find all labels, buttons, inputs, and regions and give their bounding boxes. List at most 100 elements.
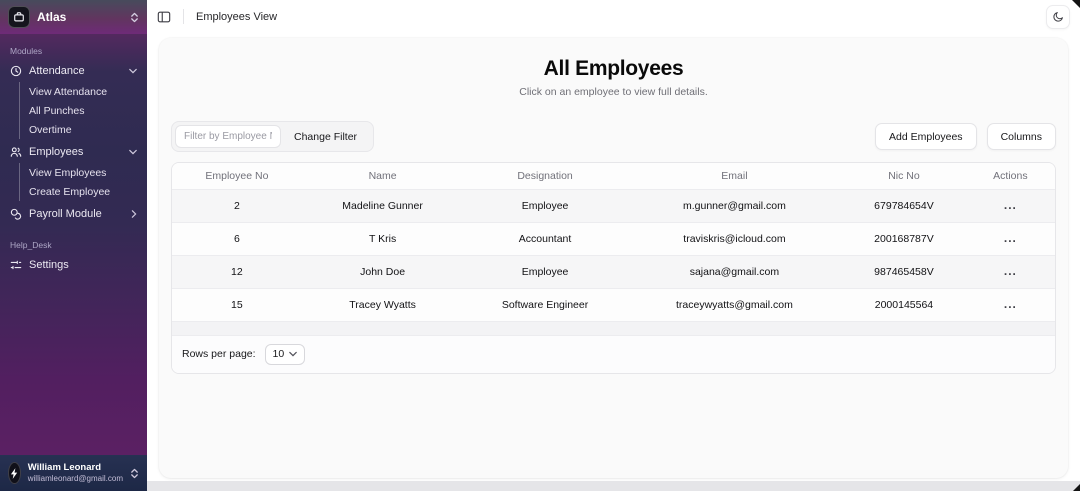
sidebar: Atlas Modules Attendance [0, 0, 147, 491]
sidebar-item-all-punches[interactable]: All Punches [29, 104, 85, 117]
table-row[interactable]: 12 John Doe Employee sajana@gmail.com 98… [172, 255, 1055, 289]
content: All Employees Click on an employee to vi… [147, 33, 1080, 481]
sidebar-item-view-attendance[interactable]: View Attendance [29, 85, 108, 98]
row-actions-button[interactable]: ... [1003, 264, 1017, 278]
sidebar-section-modules: Modules [10, 46, 43, 56]
row-actions-button[interactable]: ... [1003, 297, 1017, 311]
sidebar-item-view-employees[interactable]: View Employees [29, 166, 107, 179]
sidebar-item-settings[interactable]: Settings [0, 255, 147, 275]
user-meta: William Leonard williamleonard@gmail.com [27, 461, 123, 483]
page-subtitle: Click on an employee to view full detail… [519, 86, 708, 98]
cell-email: m.gunner@gmail.com [626, 189, 843, 223]
sidebar-item-create-employee[interactable]: Create Employee [29, 185, 111, 198]
moon-icon [1052, 11, 1064, 22]
col-header-email: Email [626, 163, 843, 190]
sidebar-user-menu[interactable]: William Leonard williamleonard@gmail.com [0, 455, 147, 491]
clock-icon [10, 65, 22, 77]
bottom-strip [147, 481, 1080, 491]
table-footer-strip [172, 321, 1055, 336]
toolbar: Change Filter Add Employees Columns [171, 121, 1056, 152]
page-title: All Employees [543, 57, 684, 80]
employees-card: All Employees Click on an employee to vi… [159, 38, 1068, 478]
sidebar-item-label: Attendance [29, 65, 85, 77]
sidebar-header[interactable]: Atlas [0, 0, 147, 34]
sidebar-item-label: Employees [29, 146, 84, 158]
col-header-employee-no: Employee No [172, 163, 302, 190]
chevrons-up-down-icon [130, 12, 139, 23]
change-filter-button[interactable]: Change Filter [281, 125, 370, 148]
user-email: williamleonard@gmail.com [27, 473, 123, 483]
cell-employee-no: 6 [172, 222, 302, 256]
atlas-logo-icon [8, 6, 30, 28]
theme-toggle-button[interactable] [1046, 4, 1070, 29]
cell-nic-no: 679784654V [842, 189, 966, 223]
sidebar-item-payroll-module[interactable]: Payroll Module [0, 204, 147, 224]
sidebar-item-attendance[interactable]: Attendance [0, 61, 147, 81]
cell-employee-no: 12 [172, 255, 302, 289]
cell-nic-no: 987465458V [842, 255, 966, 289]
cell-designation: Software Engineer [463, 288, 627, 322]
chevron-down-icon [129, 68, 137, 74]
main-area: Employees View All Employees Click on an… [147, 0, 1080, 491]
cell-employee-no: 15 [172, 288, 302, 322]
rows-per-page-label: Rows per page: [182, 348, 256, 360]
breadcrumb: Employees View [196, 10, 278, 23]
row-actions-button[interactable]: ... [1003, 231, 1017, 245]
sidebar-toggle-button[interactable] [157, 10, 171, 24]
topbar: Employees View [147, 0, 1080, 33]
window-corner-mark [1072, 0, 1080, 8]
chevron-down-icon [289, 351, 298, 357]
row-actions-button[interactable]: ... [1003, 198, 1017, 212]
col-header-name: Name [301, 163, 464, 190]
cell-name: Madeline Gunner [301, 189, 464, 223]
cell-name: John Doe [301, 255, 464, 289]
cell-nic-no: 2000145564 [842, 288, 966, 322]
attendance-submenu: View Attendance All Punches Overtime [19, 82, 147, 139]
col-header-designation: Designation [463, 163, 627, 190]
cell-designation: Employee [463, 255, 627, 289]
coins-icon [10, 208, 22, 220]
chevron-down-icon [129, 149, 137, 155]
filter-input[interactable] [175, 125, 281, 148]
chevron-right-icon [131, 210, 137, 218]
cell-name: Tracey Wyatts [301, 288, 464, 322]
pagination: Rows per page: 10 [172, 335, 1055, 373]
sidebar-item-overtime[interactable]: Overtime [29, 123, 72, 136]
sidebar-item-label: Settings [29, 259, 69, 271]
toolbar-right: Add Employees Columns [875, 123, 1056, 150]
cell-designation: Accountant [463, 222, 627, 256]
chevrons-up-down-icon [130, 468, 139, 479]
col-header-actions: Actions [965, 163, 1055, 190]
table-header-row: Employee No Name Designation Email Nic N… [172, 163, 1055, 190]
sidebar-nav: Modules Attendance View Attendance All P… [0, 34, 147, 455]
employees-submenu: View Employees Create Employee [19, 163, 147, 201]
cell-nic-no: 200168787V [842, 222, 966, 256]
app-title: Atlas [37, 10, 67, 24]
cell-email: sajana@gmail.com [626, 255, 843, 289]
table-row[interactable]: 15 Tracey Wyatts Software Engineer trace… [172, 288, 1055, 322]
col-header-nic-no: Nic No [842, 163, 966, 190]
topbar-divider [183, 9, 184, 24]
lightning-bolt-icon [8, 462, 21, 484]
sidebar-section-help-desk: Help_Desk [10, 240, 52, 250]
users-icon [10, 146, 22, 158]
table-row[interactable]: 2 Madeline Gunner Employee m.gunner@gmai… [172, 189, 1055, 223]
rows-per-page-select[interactable]: 10 [264, 343, 306, 365]
window-corner-mark [1073, 484, 1080, 491]
sliders-icon [10, 259, 22, 271]
add-employees-button[interactable]: Add Employees [875, 123, 977, 150]
cell-email: traceywyatts@gmail.com [626, 288, 843, 322]
cell-designation: Employee [463, 189, 627, 223]
sidebar-item-label: Payroll Module [29, 208, 102, 220]
rows-per-page-value: 10 [272, 348, 285, 360]
table-row[interactable]: 6 T Kris Accountant traviskris@icloud.co… [172, 222, 1055, 256]
employees-table-container: Employee No Name Designation Email Nic N… [171, 162, 1056, 374]
sidebar-item-employees[interactable]: Employees [0, 142, 147, 162]
columns-button[interactable]: Columns [986, 123, 1056, 150]
employees-table: Employee No Name Designation Email Nic N… [172, 163, 1055, 322]
filter-group: Change Filter [171, 121, 375, 152]
cell-employee-no: 2 [172, 189, 302, 223]
cell-name: T Kris [301, 222, 464, 256]
user-name: William Leonard [27, 461, 102, 473]
